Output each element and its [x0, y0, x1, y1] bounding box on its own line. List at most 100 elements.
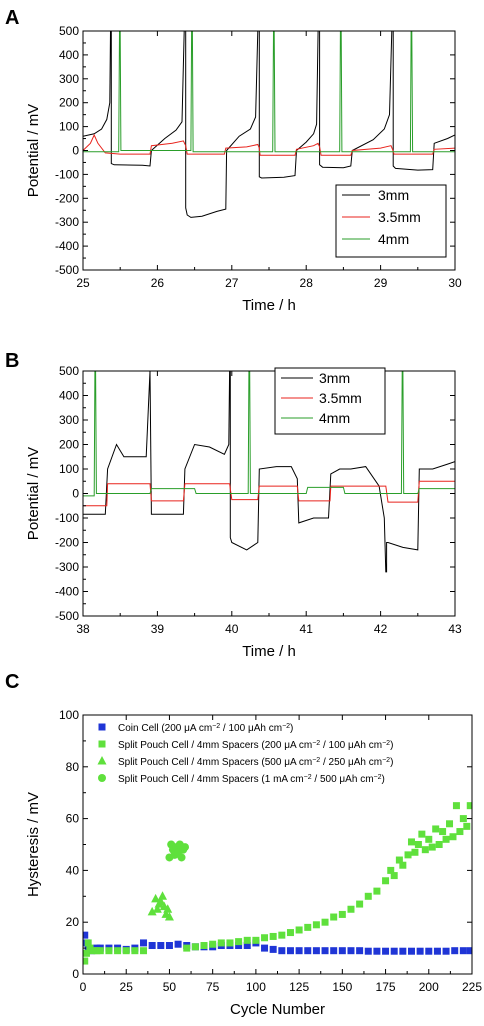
- data-point-square: [463, 822, 471, 830]
- legend-text-part: μA cm: [284, 757, 312, 768]
- y-tick-label: -300: [55, 560, 79, 574]
- legend-entry-label: 3.5mm: [319, 390, 362, 406]
- x-tick-label: 0: [80, 980, 87, 994]
- x-tick-label: 42: [374, 622, 388, 636]
- series-2: [83, 480, 455, 507]
- data-point-square: [295, 947, 303, 955]
- data-point-square: [235, 942, 243, 950]
- data-point-square: [269, 945, 277, 953]
- data-point-square: [433, 947, 441, 955]
- data-point-square: [243, 942, 251, 950]
- panel-label: B: [5, 350, 19, 372]
- data-point-square: [83, 957, 89, 965]
- data-point-square: [428, 843, 436, 851]
- legend-text-part: ): [290, 723, 293, 734]
- y-tick-label: -200: [55, 536, 79, 550]
- legend-text-part: Split Pouch Cell / 4mm Spacers (200: [118, 740, 284, 751]
- data-point-square: [148, 942, 156, 950]
- data-point-square: [261, 934, 269, 942]
- series-line-3mm: [83, 371, 455, 573]
- data-point-square: [399, 947, 407, 955]
- x-tick-label: 175: [376, 980, 396, 994]
- data-point-square: [390, 947, 398, 955]
- data-point-square: [399, 861, 407, 869]
- y-tick-label: 40: [66, 863, 80, 877]
- data-point-square: [83, 949, 90, 957]
- x-tick-label: 25: [120, 980, 134, 994]
- legend-text-part: / 100: [220, 723, 248, 734]
- data-point-circle: [177, 853, 186, 862]
- data-point-square: [278, 947, 286, 955]
- data-point-square: [122, 947, 130, 955]
- x-tick-label: 50: [163, 980, 177, 994]
- data-point-square: [209, 940, 217, 948]
- x-tick-label: 29: [374, 276, 388, 290]
- data-point-square: [165, 942, 173, 950]
- data-point-square: [226, 939, 234, 947]
- legend-superscript: −2: [304, 774, 312, 781]
- data-point-square: [449, 833, 457, 841]
- data-point-square: [466, 802, 472, 810]
- legend-superscript: −2: [282, 723, 290, 730]
- y-tick-label: 300: [59, 72, 79, 86]
- y-tick-label: 300: [59, 413, 79, 427]
- data-point-square: [452, 802, 460, 810]
- data-point-square: [286, 929, 294, 937]
- data-point-circle: [181, 843, 190, 852]
- series-1: [83, 371, 455, 573]
- x-tick-label: 26: [151, 276, 165, 290]
- x-tick-label: 28: [300, 276, 314, 290]
- x-tick-label: 75: [206, 980, 220, 994]
- data-point-square: [411, 848, 419, 856]
- x-tick-label: 125: [289, 980, 309, 994]
- data-point-square: [356, 900, 364, 908]
- y-tick-label: 100: [59, 708, 79, 722]
- data-point-square: [459, 947, 467, 955]
- legend-text-part: μA cm: [284, 740, 312, 751]
- series-2: [83, 133, 455, 156]
- y-tick-label: 60: [66, 812, 80, 826]
- y-tick-label: 100: [59, 120, 79, 134]
- data-point-square: [432, 825, 440, 833]
- data-point-square: [407, 947, 415, 955]
- data-point-square: [425, 835, 433, 843]
- x-tick-label: 200: [419, 980, 439, 994]
- legend: 3mm 3.5mm 4mm: [335, 184, 447, 258]
- series-line-3.5mm: [83, 480, 455, 507]
- data-point-triangle: [156, 896, 166, 905]
- data-point-square: [364, 947, 372, 955]
- y-tick-label: -400: [55, 585, 79, 599]
- legend-superscript: −2: [212, 723, 220, 730]
- series-4: [165, 840, 190, 862]
- data-point-square: [217, 939, 225, 947]
- y-tick-label: 200: [59, 96, 79, 110]
- legend-text-part: μAh cm: [348, 757, 382, 768]
- x-axis-title: Cycle Number: [230, 1001, 325, 1018]
- data-point-square: [84, 939, 92, 947]
- data-point-square: [321, 918, 329, 926]
- legend-superscript: −2: [382, 757, 390, 764]
- data-point-square: [456, 828, 464, 836]
- data-point-square: [338, 910, 346, 918]
- legend-text-part: μAh cm: [339, 774, 373, 785]
- y-tick-label: -500: [55, 609, 79, 623]
- legend-text-part: / 100: [320, 740, 348, 751]
- data-point-square: [356, 947, 364, 955]
- y-tick-label: 80: [66, 760, 80, 774]
- data-point-square: [442, 947, 450, 955]
- legend-text-part: Split Pouch Cell / 4mm Spacers (500: [118, 757, 284, 768]
- legend-superscript: −2: [312, 757, 320, 764]
- y-tick-label: -200: [55, 191, 79, 205]
- data-point-square: [407, 838, 415, 846]
- y-axis-title: Potential / mV: [25, 447, 42, 540]
- data-point-square: [387, 866, 395, 874]
- y-tick-label: 400: [59, 389, 79, 403]
- y-tick-label: 0: [72, 144, 79, 158]
- legend-box: [335, 184, 447, 258]
- data-point-square: [364, 892, 372, 900]
- data-point-square: [321, 947, 329, 955]
- data-point-square: [312, 921, 320, 929]
- data-point-square: [157, 942, 165, 950]
- data-point-triangle: [147, 906, 157, 916]
- chart-panel-b: B 38 39 40 41 42 43 500 400 300 200 100 0 -100 -200 -30…: [5, 350, 462, 660]
